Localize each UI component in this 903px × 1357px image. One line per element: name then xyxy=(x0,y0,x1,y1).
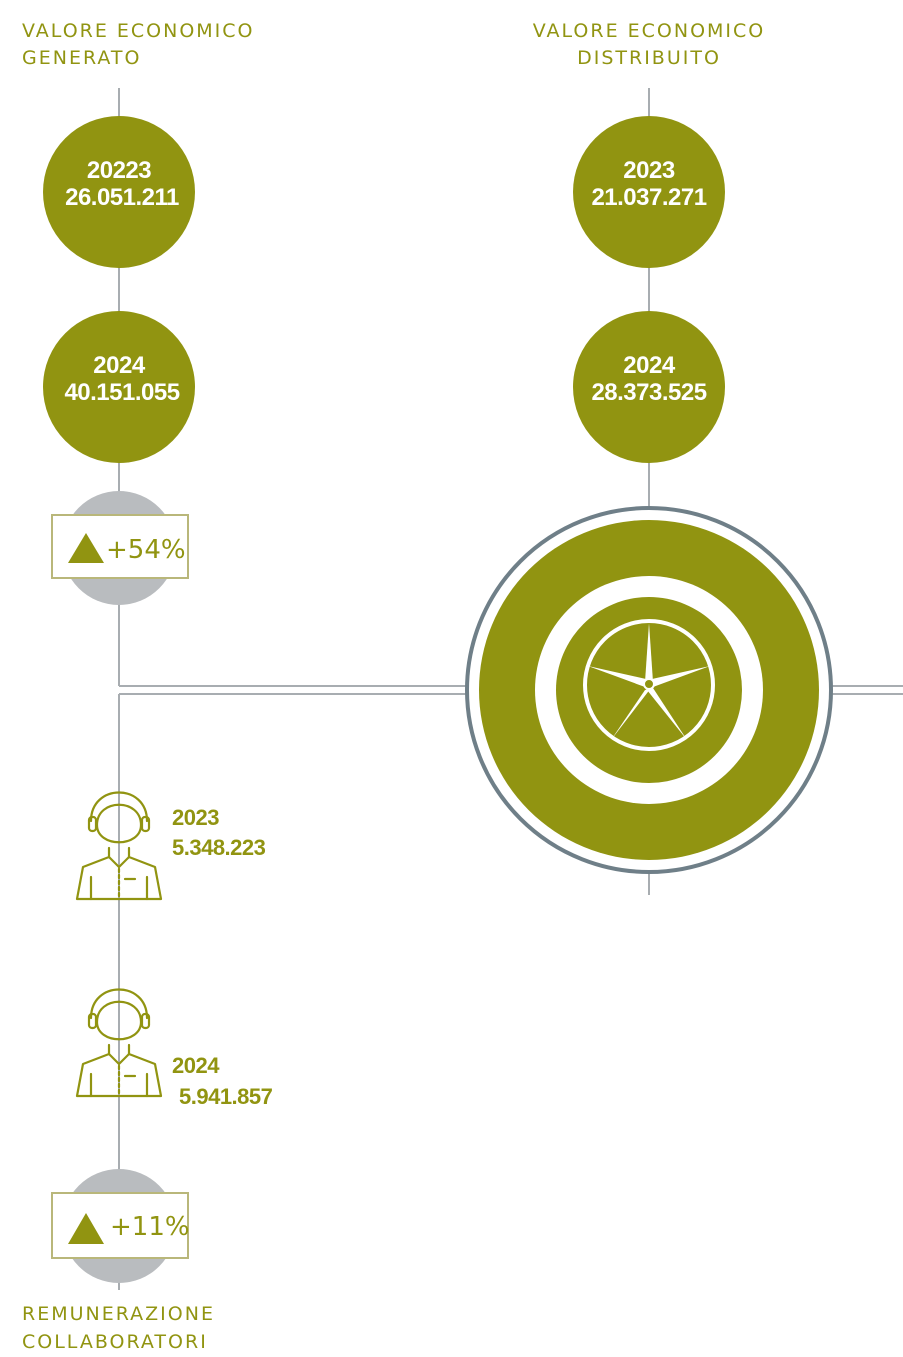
value: 28.373.525 xyxy=(591,379,706,406)
badge xyxy=(51,1192,189,1259)
year: 20223 xyxy=(87,157,151,184)
year: 2024 xyxy=(172,1053,220,1078)
person-icon xyxy=(75,988,163,1098)
up-arrow xyxy=(68,533,104,563)
heading: VALORE ECONOMICO xyxy=(533,20,766,42)
year: 2023 xyxy=(623,157,675,184)
value-circle xyxy=(573,116,725,268)
value-circle xyxy=(43,311,195,463)
value: 26.051.211 xyxy=(65,184,179,211)
label: REMUNERAZIONE xyxy=(22,1303,215,1325)
label: COLLABORATORI xyxy=(22,1331,208,1353)
value-circle xyxy=(43,116,195,268)
change: +54% xyxy=(106,535,186,565)
value: 5.941.857 xyxy=(179,1084,273,1109)
value: 5.348.223 xyxy=(172,835,266,860)
wheel-rim xyxy=(583,619,715,751)
badge xyxy=(51,514,189,579)
change: +11% xyxy=(110,1212,190,1242)
heading: VALORE ECONOMICO xyxy=(22,20,255,42)
year: 2024 xyxy=(623,352,676,379)
wheel-spokes xyxy=(588,623,710,740)
heading: GENERATO xyxy=(22,47,141,69)
wheel-hub xyxy=(643,678,655,690)
year: 2023 xyxy=(172,805,219,830)
person-icon xyxy=(75,791,163,901)
value-circle xyxy=(573,311,725,463)
heading: DISTRIBUITO xyxy=(577,47,721,69)
value: 21.037.271 xyxy=(591,184,706,211)
up-arrow xyxy=(68,1213,104,1244)
value: 40.151.055 xyxy=(64,379,179,406)
year: 2024 xyxy=(93,352,146,379)
